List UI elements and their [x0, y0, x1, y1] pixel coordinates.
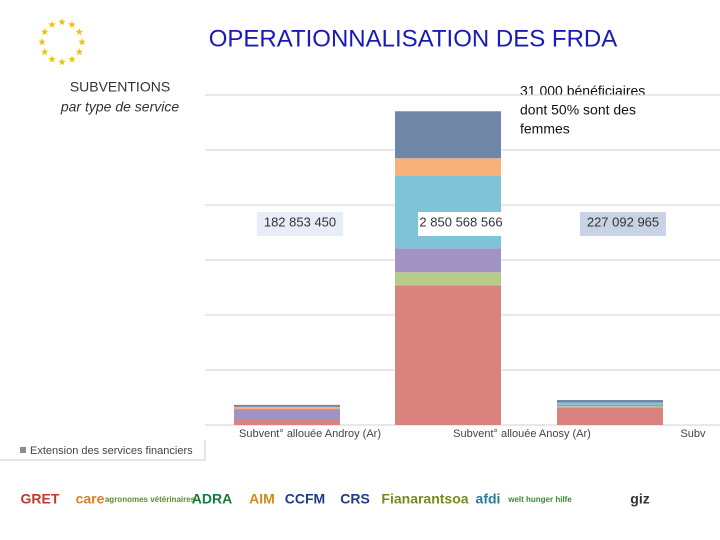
annotation: dont 50% sont des	[520, 102, 636, 118]
bar-segment	[234, 409, 340, 421]
x-tick-label: Subv	[680, 428, 706, 440]
bar-segment	[395, 158, 501, 176]
eu-star	[58, 18, 66, 26]
logo: welt hunger hilfe	[507, 495, 572, 504]
bar-segment	[557, 400, 663, 403]
eu-star	[40, 48, 49, 56]
bar-segment	[557, 402, 663, 405]
eu-logo	[38, 18, 86, 66]
x-tick-label: Subvent° allouée Androy (Ar)	[239, 428, 381, 440]
logo: care	[76, 491, 105, 507]
logo: agronomes vétérinaires	[105, 495, 196, 504]
title: OPERATIONNALISATION DES FRDA	[209, 25, 618, 52]
bar-segment	[557, 406, 663, 408]
total-label: 182 853 450	[264, 214, 336, 229]
total-label: 2 850 568 566	[419, 214, 502, 229]
eu-star	[48, 55, 56, 63]
bar-segment	[395, 111, 501, 159]
bar-segment	[557, 407, 663, 425]
bar-segment	[234, 406, 340, 410]
subtitle-2: par type de service	[60, 99, 179, 115]
eu-star	[75, 48, 84, 56]
legend-marker	[20, 447, 26, 453]
total-label-box	[257, 212, 343, 236]
legend-label: Extension des services financiers	[30, 445, 193, 457]
annotation: femmes	[520, 121, 570, 137]
bar-segment	[234, 404, 340, 407]
eu-star	[38, 38, 46, 46]
eu-star	[40, 28, 49, 36]
eu-star	[78, 38, 86, 46]
total-label-box	[580, 212, 666, 236]
bar-segment	[395, 285, 501, 425]
logo: CRS	[340, 491, 370, 507]
bar-segment	[395, 272, 501, 286]
eu-star	[75, 28, 84, 36]
logo: AIM	[249, 491, 275, 507]
logo: afdi	[476, 491, 501, 507]
eu-star	[58, 58, 66, 66]
subtitle: SUBVENTIONS	[70, 79, 170, 95]
x-tick-label: Subvent° allouée Anosy (Ar)	[453, 428, 591, 440]
total-label: 227 092 965	[587, 214, 659, 229]
logo: giz	[630, 491, 649, 507]
bar-segment	[395, 175, 501, 249]
logo: Fianarantsoa	[381, 491, 468, 507]
bar-segment	[557, 404, 663, 407]
annotation: 31 000 bénéficiaires	[520, 83, 645, 99]
eu-star	[48, 20, 56, 28]
logo: GRET	[21, 491, 60, 507]
total-label-box	[418, 212, 504, 236]
bar-segment	[234, 420, 340, 425]
eu-star	[68, 55, 76, 63]
bar-segment	[395, 248, 501, 273]
logo: ADRA	[192, 491, 232, 507]
eu-star	[68, 20, 76, 28]
logo: CCFM	[285, 491, 325, 507]
